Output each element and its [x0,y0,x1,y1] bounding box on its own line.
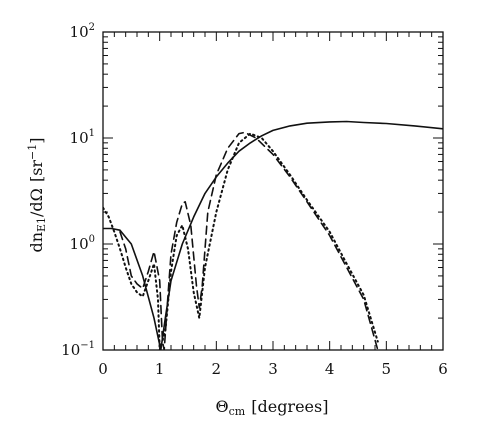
y-axis-label-main: dn [27,232,46,253]
x-tick-label: 1 [155,360,165,378]
y-axis-label-unit-open: [sr [27,160,46,182]
y-axis-label-unit-close: ] [27,137,46,143]
x-tick-label: 3 [268,360,278,378]
y-axis-label-sub: E1 [35,217,48,232]
x-axis-label-sub: cm [229,405,246,418]
y-axis-label: dnE1/dΩ [sr−1] [26,137,48,252]
series-line-solid [103,120,443,350]
y-axis-label-mid: /dΩ [27,188,46,217]
y-axis-label-unit-exp: −1 [26,144,39,160]
y-tick-label: 101 [70,128,95,147]
x-axis-label: Θcm [degrees] [216,397,329,418]
x-axis-label-unit: [degrees] [251,397,328,416]
x-tick-label: 6 [438,360,448,378]
series-line-dotted [103,132,379,350]
plot-frame [102,31,444,351]
x-tick-label: 2 [212,360,222,378]
y-tick-label: 10−1 [61,340,95,359]
series-line-dashed [119,131,379,350]
x-tick-label: 4 [325,360,335,378]
x-tick-label: 0 [98,360,108,378]
y-tick-label: 100 [70,234,95,253]
y-tick-label: 102 [70,22,95,41]
x-axis-label-symbol: Θ [216,397,229,416]
x-tick-label: 5 [382,360,392,378]
